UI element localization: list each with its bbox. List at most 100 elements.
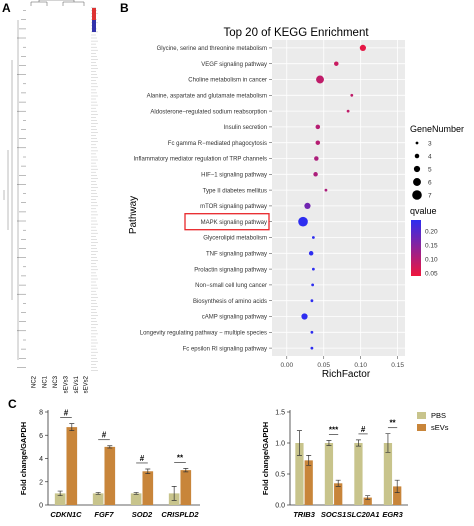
heatmap-column-label: NC2 xyxy=(32,375,38,388)
heatmap-row-dendrogram xyxy=(3,10,26,368)
heatmap-column-label: sEVs3 xyxy=(64,375,70,393)
bar-y-tick-label: 4 xyxy=(39,456,43,463)
legend-size-title: GeneNumber xyxy=(410,124,464,134)
legend-swatch xyxy=(417,412,426,419)
heatmap-column-label: NC3 xyxy=(53,375,59,388)
heatmap-colorkey-high xyxy=(92,8,96,20)
heatmap-row-labels xyxy=(91,7,98,371)
panel-label-c: C xyxy=(8,397,17,411)
bar-category-label: CRISPLD2 xyxy=(161,510,199,519)
bar-category-label: SOD2 xyxy=(132,510,153,519)
significance-mark: # xyxy=(102,431,107,440)
kegg-pathway-label: mTOR signaling pathway xyxy=(200,204,267,210)
kegg-pathway-label: VEGF signaling pathway xyxy=(201,62,267,68)
bar-y-tick-label: 1.0 xyxy=(275,441,285,448)
panel-label-b: B xyxy=(120,1,129,15)
bar-pbs xyxy=(324,443,334,505)
bar-sevs xyxy=(66,427,78,505)
heatmap-column-label: sEVs2 xyxy=(84,375,90,393)
bar-error-bar xyxy=(365,495,371,500)
kegg-bubble-chart: Top 20 of KEGG Enrichment Pathway RichFa… xyxy=(128,27,464,380)
kegg-ylabel: Pathway xyxy=(128,196,139,234)
bar-pbs xyxy=(295,443,304,505)
bar-category-label: SLC20A1 xyxy=(347,510,380,519)
bar-pbs xyxy=(54,493,66,505)
heatmap-col-dendrogram xyxy=(30,0,85,6)
significance-mark: # xyxy=(361,425,366,434)
bar-category-label: TRIB3 xyxy=(293,510,315,519)
legend-color-label: 0.10 xyxy=(425,257,438,264)
kegg-bubble xyxy=(316,75,324,84)
bar-error-bar xyxy=(355,439,361,447)
significance-mark: ** xyxy=(177,453,184,462)
legend-size-dot xyxy=(412,190,422,200)
significance-mark: *** xyxy=(329,426,339,435)
kegg-pathway-label: Glycerolipid metabolism xyxy=(203,236,267,242)
bar-y-tick-label: 6 xyxy=(39,433,43,440)
kegg-bubble xyxy=(350,93,354,97)
bar-category-label: EGR3 xyxy=(382,510,403,519)
kegg-bubble xyxy=(311,267,315,271)
kegg-bubble xyxy=(359,44,366,52)
kegg-bubble xyxy=(311,283,315,287)
legend-size-dot xyxy=(413,165,421,173)
kegg-bubble xyxy=(304,202,311,209)
kegg-pathway-label: HIF−1 signaling pathway xyxy=(201,173,267,179)
panel-label-a: A xyxy=(2,1,11,15)
kegg-pathway-label: Fc gamma R−mediated phagocytosis xyxy=(168,141,267,147)
bar-y-axis-label: Fold change/GAPDH xyxy=(19,422,28,495)
bar-y-axis-label: Fold change/GAPDH xyxy=(261,422,270,495)
kegg-pathway-label: Glycine, serine and threonine metabolism xyxy=(157,46,267,52)
kegg-bubble xyxy=(298,216,308,227)
kegg-bubble xyxy=(313,172,318,177)
heatmap-column-label: NC1 xyxy=(43,375,49,388)
kegg-title: Top 20 of KEGG Enrichment xyxy=(223,27,369,39)
kegg-pathway-label: Fc epsilon RI signaling pathway xyxy=(183,346,267,352)
bar-error-bar xyxy=(145,468,151,474)
bar-sevs xyxy=(104,446,116,505)
bar-error-bar xyxy=(95,492,101,495)
kegg-pathway-label: Biosynthesis of amino acids xyxy=(193,299,267,305)
kegg-bubble xyxy=(346,109,350,113)
bar-y-tick-label: 0 xyxy=(39,503,43,510)
legend-size-dot xyxy=(413,178,421,186)
kegg-bubble xyxy=(301,313,308,320)
legend-color-bar xyxy=(411,220,421,276)
bar-y-tick-label: 0.0 xyxy=(275,503,285,510)
kegg-bubble xyxy=(310,299,314,303)
kegg-pathway-label: Alanine, aspartate and glutamate metabol… xyxy=(147,94,267,100)
bar-y-tick-label: 2 xyxy=(39,479,43,486)
bar-error-bar xyxy=(133,492,139,495)
heatmap-panel: NC2 NC1 NC3 sEVs3 sEVs1 sEVs2 xyxy=(3,0,98,393)
bar-sevs xyxy=(180,470,192,505)
mapk-highlight-box xyxy=(184,213,270,231)
legend-size-dot xyxy=(414,153,420,159)
legend-size-label: 7 xyxy=(428,193,432,200)
legend-color-label: 0.20 xyxy=(425,229,438,236)
significance-mark: # xyxy=(140,454,145,463)
bar-category-label: SOCS1 xyxy=(321,510,346,519)
legend-size-label: 3 xyxy=(428,141,432,148)
kegg-plot-background xyxy=(272,40,405,356)
kegg-x-tick-label: 0.00 xyxy=(280,362,293,369)
bar-pbs xyxy=(383,443,393,505)
bar-y-tick-label: 1.5 xyxy=(275,410,285,417)
legend-color-label: 0.05 xyxy=(425,271,438,278)
bar-pbs xyxy=(354,443,363,505)
heatmap-column-label: sEVs1 xyxy=(74,375,80,393)
bar-error-bar xyxy=(335,479,341,487)
legend-size-dot xyxy=(415,141,419,145)
kegg-bubble xyxy=(310,346,314,350)
bar-category-label: FGF7 xyxy=(94,510,114,519)
legend-swatch xyxy=(417,424,426,431)
bar-pbs xyxy=(92,493,104,505)
kegg-bubble xyxy=(324,188,328,192)
legend-size-label: 5 xyxy=(428,167,432,174)
kegg-pathway-label: Insulin secretion xyxy=(224,125,267,131)
bar-error-bar xyxy=(171,486,177,501)
kegg-pathway-label: Type II diabetes mellitus xyxy=(203,188,267,194)
legend-color-label: 0.15 xyxy=(425,243,438,250)
kegg-x-tick-label: 0.05 xyxy=(317,362,330,369)
bar-sevs xyxy=(393,486,402,505)
kegg-pathway-label: MAPK signaling pathway xyxy=(201,220,267,226)
